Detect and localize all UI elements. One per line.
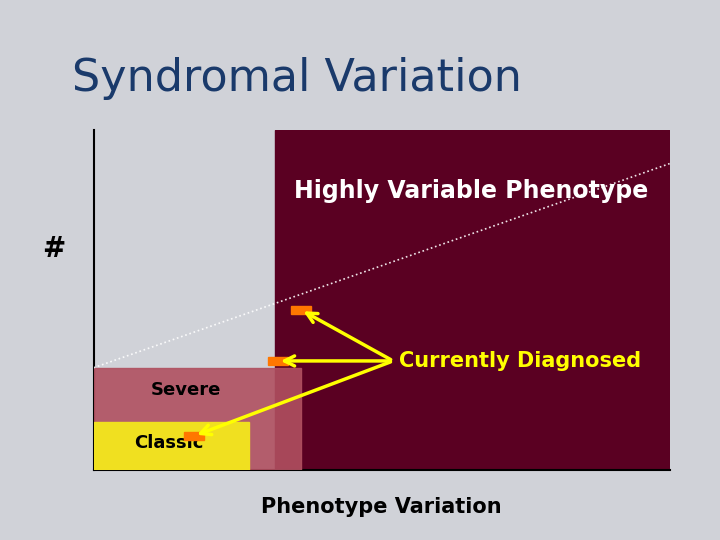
Bar [275, 130, 670, 470]
Text: Highly Variable Phenotype: Highly Variable Phenotype [294, 179, 648, 203]
Text: Classic: Classic [134, 434, 203, 451]
Bar [184, 431, 204, 440]
Text: Currently Diagnosed: Currently Diagnosed [399, 351, 641, 371]
Text: Syndromal Variation: Syndromal Variation [72, 57, 522, 100]
Bar [94, 368, 301, 470]
Text: Severe: Severe [150, 381, 221, 399]
Text: Phenotype Variation: Phenotype Variation [261, 497, 502, 517]
Bar [268, 357, 288, 365]
Bar [94, 422, 249, 470]
Text: #: # [42, 235, 65, 262]
Bar [291, 306, 311, 314]
